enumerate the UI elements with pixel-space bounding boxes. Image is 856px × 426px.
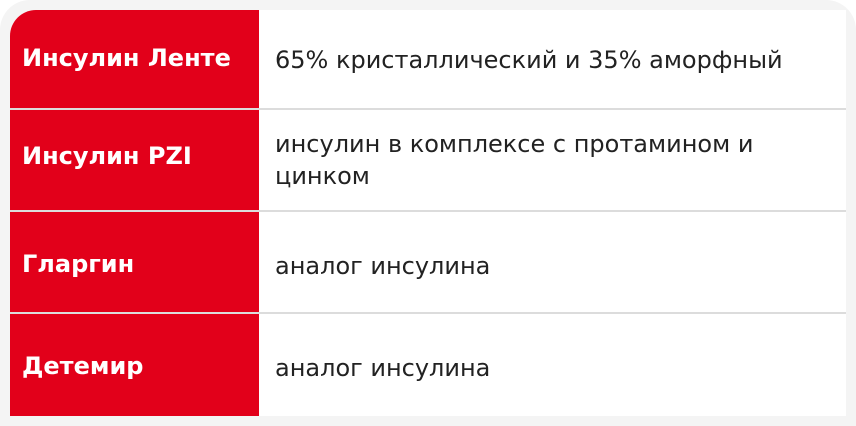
row-description: инсулин в комплексе с протамином и цинко…: [275, 130, 754, 190]
table-row: Детемир аналог инсулина: [10, 314, 846, 416]
row-description: аналог инсулина: [275, 252, 491, 280]
row-name: Инсулин PZI: [10, 110, 259, 210]
table-row: Инсулин Ленте 65% кристаллический и 35% …: [10, 10, 846, 110]
row-name: Детемир: [10, 314, 259, 416]
row-name: Инсулин Ленте: [10, 10, 259, 108]
table-row: Гларгин аналог инсулина: [10, 212, 846, 314]
insulin-table: Инсулин Ленте 65% кристаллический и 35% …: [10, 10, 846, 416]
row-name: Гларгин: [10, 212, 259, 312]
row-description: аналог инсулина: [275, 354, 491, 382]
table-row: Инсулин PZI инсулин в комплексе с протам…: [10, 110, 846, 212]
row-description: 65% кристаллический и 35% аморфный: [275, 46, 783, 74]
